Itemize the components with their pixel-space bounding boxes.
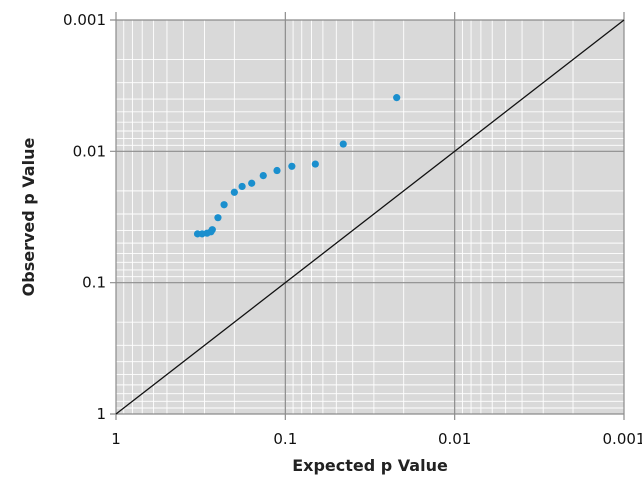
x-tick-label: 0.01 (438, 430, 471, 448)
y-tick-label: 0.01 (73, 142, 106, 160)
x-tick-label: 1 (111, 430, 121, 448)
y-tick-label: 1 (96, 405, 106, 423)
x-tick-label: 0.001 (603, 430, 642, 448)
y-axis-tick-labels: 1 0.1 0.01 0.001 (63, 11, 106, 423)
minor-gridlines (116, 20, 624, 414)
y-tick-label: 0.001 (63, 11, 106, 29)
major-gridlines (110, 12, 625, 420)
data-point (259, 171, 267, 180)
reference-line (115, 19, 625, 415)
data-point (339, 140, 347, 148)
x-tick-label: 0.1 (273, 430, 297, 448)
data-points (193, 94, 401, 238)
data-point (220, 201, 228, 209)
y-tick-label: 0.1 (82, 274, 106, 292)
data-point (311, 160, 319, 168)
data-point (273, 166, 281, 175)
data-point (238, 182, 246, 191)
x-axis-tick-labels: 1 0.1 0.01 0.001 (111, 430, 642, 448)
y-axis-title: Observed p Value (19, 138, 38, 297)
data-point (230, 188, 238, 196)
x-axis-title: Expected p Value (292, 456, 448, 475)
data-point (193, 230, 202, 238)
data-point (288, 162, 296, 170)
data-point (248, 179, 256, 187)
data-point (393, 94, 401, 102)
data-point (214, 214, 222, 222)
